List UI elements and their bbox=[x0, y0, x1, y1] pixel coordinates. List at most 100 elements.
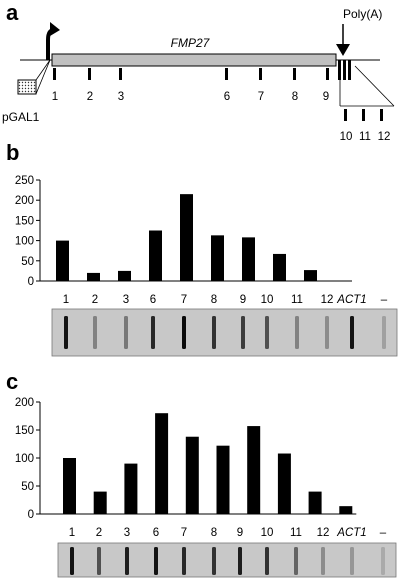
probe-mark-12 bbox=[380, 109, 383, 121]
probe-markers: 1 2 3 6 7 8 9 bbox=[52, 68, 329, 103]
blot-band-b-5 bbox=[212, 316, 216, 349]
bar-b-2 bbox=[87, 272, 100, 281]
bar-c-7 bbox=[185, 436, 199, 514]
polya-label: Poly(A) bbox=[343, 7, 382, 21]
transcription-start-arrow bbox=[46, 22, 60, 60]
blot-c-membrane bbox=[57, 542, 397, 578]
blot-band-b-8 bbox=[295, 316, 299, 349]
blot-band-b-7 bbox=[265, 316, 269, 349]
y-tick-label-c-50: 50 bbox=[21, 481, 34, 493]
blot-label-b-3: 6 bbox=[150, 294, 156, 306]
gene-label: FMP27 bbox=[171, 36, 211, 50]
probe-mark-6 bbox=[225, 68, 228, 80]
y-tick-label-b-150: 150 bbox=[15, 215, 34, 227]
blot-label-c-3: 6 bbox=[153, 527, 159, 539]
y-tick-label-c-150: 150 bbox=[15, 425, 34, 437]
promoter-label: pGAL1 bbox=[2, 110, 40, 124]
blot-label-b-0: 1 bbox=[63, 294, 69, 306]
polya-arrow bbox=[336, 44, 350, 56]
probe-mark-2 bbox=[88, 68, 91, 80]
blot-label-b-7: 10 bbox=[261, 294, 274, 306]
blot-c bbox=[57, 542, 397, 578]
blot-band-b-3 bbox=[151, 316, 155, 349]
bar-c-2 bbox=[93, 491, 107, 514]
blot-label-c-8: 11 bbox=[290, 527, 302, 539]
chart-c: 0 50 100 150 200 bbox=[15, 397, 357, 521]
blot-label-b-4: 7 bbox=[181, 294, 187, 306]
blot-label-c-10: ACT1 bbox=[336, 527, 366, 539]
bar-b-8 bbox=[211, 235, 224, 281]
blot-label-c-1: 2 bbox=[96, 527, 102, 539]
blot-band-c-5 bbox=[212, 547, 216, 575]
blot-band-c-4 bbox=[182, 547, 186, 575]
blot-band-b-10 bbox=[350, 316, 354, 349]
bar-c-8 bbox=[216, 445, 230, 514]
blot-band-c-3 bbox=[154, 547, 158, 575]
blot-label-b-1: 2 bbox=[92, 294, 98, 306]
promoter-box bbox=[17, 79, 37, 95]
bar-b-3 bbox=[118, 270, 131, 281]
bar-b-11 bbox=[304, 270, 317, 281]
blot-label-b-6: 9 bbox=[240, 294, 246, 306]
bar-c-11 bbox=[308, 491, 322, 514]
panel-b-letter: b bbox=[6, 140, 19, 165]
bar-b-6 bbox=[149, 230, 162, 281]
bar-b-9 bbox=[242, 237, 255, 281]
probe-label-8: 8 bbox=[292, 91, 298, 103]
blot-label-b-5: 8 bbox=[211, 294, 217, 306]
probe-label-2: 2 bbox=[87, 91, 93, 103]
blot-labels-c: 1 2 3 6 7 8 9 10 11 12 ACT1– bbox=[69, 527, 387, 539]
y-tick-label-b-100: 100 bbox=[15, 236, 34, 248]
panel-c-letter: c bbox=[6, 369, 18, 394]
blot-band-b-2 bbox=[124, 316, 128, 349]
blot-b-membrane bbox=[51, 308, 398, 357]
probe-label-6: 6 bbox=[224, 91, 230, 103]
blot-b bbox=[51, 308, 398, 357]
blot-band-c-8 bbox=[294, 547, 298, 575]
bar-c-9 bbox=[247, 426, 261, 514]
blot-label-c-4: 7 bbox=[181, 527, 187, 539]
bar-b-7 bbox=[180, 194, 193, 281]
blot-band-c-9 bbox=[321, 547, 325, 575]
blot-labels-b: 1 2 3 6 7 8 9 10 11 12 ACT1– bbox=[63, 294, 388, 306]
probe-mark-8 bbox=[293, 68, 296, 80]
blot-band-c-11 bbox=[381, 547, 385, 575]
blot-label-c-5: 8 bbox=[211, 527, 217, 539]
probe-label-1: 1 bbox=[52, 91, 58, 103]
blot-band-c-7 bbox=[265, 547, 269, 575]
blot-band-b-1 bbox=[93, 316, 97, 349]
probe-label-7: 7 bbox=[258, 91, 264, 103]
blot-label-b-11: – bbox=[381, 294, 388, 306]
probe-label-3: 3 bbox=[118, 91, 124, 103]
probe-mark-3 bbox=[119, 68, 122, 80]
probe-mark-11 bbox=[362, 109, 365, 121]
y-tick-label-b-50: 50 bbox=[21, 256, 34, 268]
y-tick-label-b-200: 200 bbox=[15, 195, 34, 207]
y-tick-label-c-0: 0 bbox=[28, 509, 34, 521]
blot-band-b-4 bbox=[182, 316, 186, 349]
bar-c-10 bbox=[277, 453, 291, 514]
gene-box bbox=[51, 53, 337, 67]
blot-band-c-1 bbox=[97, 547, 101, 575]
blot-band-b-6 bbox=[241, 316, 245, 349]
y-tick-label-c-200: 200 bbox=[15, 397, 34, 409]
y-tick-label-b-250: 250 bbox=[15, 175, 34, 187]
blot-label-b-8: 11 bbox=[291, 294, 303, 306]
panel-a-letter: a bbox=[6, 0, 19, 25]
blot-label-b-9: 12 bbox=[321, 294, 334, 306]
tail-probe-markers: 10 11 12 bbox=[340, 109, 390, 143]
probe-label-9: 9 bbox=[323, 91, 329, 103]
blot-label-c-11: – bbox=[380, 527, 387, 539]
blot-band-c-10 bbox=[350, 547, 354, 575]
probe-mark-7 bbox=[259, 68, 262, 80]
probe-mark-9 bbox=[326, 68, 329, 80]
chart-b: 0 50 100 150 200 250 bbox=[15, 175, 352, 288]
blot-label-c-2: 3 bbox=[124, 527, 130, 539]
panel-a: a FMP27 pGAL1 Poly(A) 1 bbox=[2, 0, 395, 143]
blot-label-b-2: 3 bbox=[123, 294, 129, 306]
blot-band-b-11 bbox=[382, 316, 386, 349]
blot-label-c-9: 12 bbox=[317, 527, 330, 539]
bar-c-1 bbox=[63, 458, 76, 514]
